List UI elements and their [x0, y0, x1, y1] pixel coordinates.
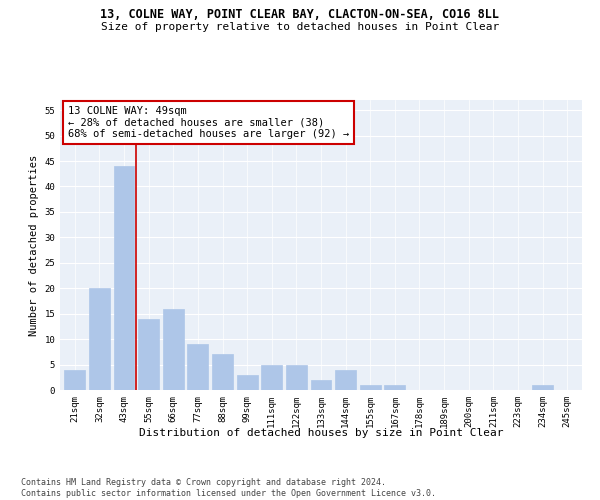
Bar: [187, 344, 208, 390]
Bar: [163, 308, 184, 390]
Y-axis label: Number of detached properties: Number of detached properties: [29, 154, 39, 336]
Bar: [89, 288, 110, 390]
Bar: [385, 385, 406, 390]
Bar: [212, 354, 233, 390]
Text: Distribution of detached houses by size in Point Clear: Distribution of detached houses by size …: [139, 428, 503, 438]
Text: Contains HM Land Registry data © Crown copyright and database right 2024.
Contai: Contains HM Land Registry data © Crown c…: [21, 478, 436, 498]
Bar: [113, 166, 134, 390]
Bar: [236, 374, 257, 390]
Bar: [286, 364, 307, 390]
Bar: [532, 385, 553, 390]
Bar: [335, 370, 356, 390]
Text: Size of property relative to detached houses in Point Clear: Size of property relative to detached ho…: [101, 22, 499, 32]
Bar: [261, 364, 282, 390]
Bar: [64, 370, 85, 390]
Bar: [138, 319, 159, 390]
Text: 13 COLNE WAY: 49sqm
← 28% of detached houses are smaller (38)
68% of semi-detach: 13 COLNE WAY: 49sqm ← 28% of detached ho…: [68, 106, 349, 139]
Bar: [311, 380, 331, 390]
Bar: [360, 385, 381, 390]
Text: 13, COLNE WAY, POINT CLEAR BAY, CLACTON-ON-SEA, CO16 8LL: 13, COLNE WAY, POINT CLEAR BAY, CLACTON-…: [101, 8, 499, 20]
